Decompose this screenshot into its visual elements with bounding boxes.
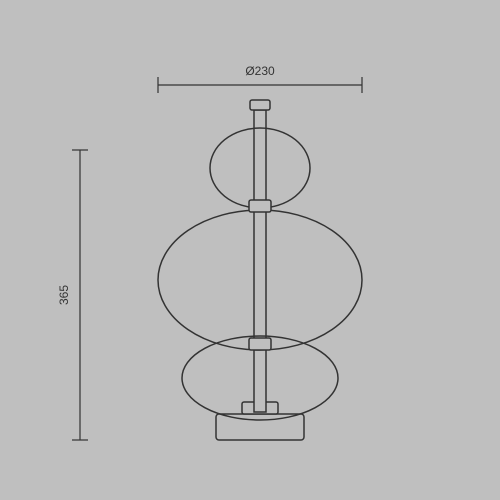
height-label: 365 xyxy=(57,285,71,305)
dimension-drawing: 365 Ø230 xyxy=(0,0,500,500)
width-label: Ø230 xyxy=(245,64,275,78)
